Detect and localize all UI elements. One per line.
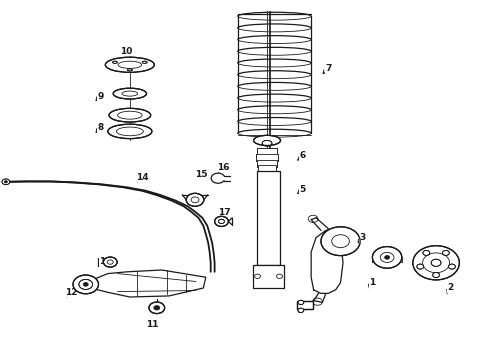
Text: 8: 8 [98,123,103,132]
Circle shape [448,264,455,269]
Text: 5: 5 [300,184,306,194]
Circle shape [321,227,360,256]
Ellipse shape [109,108,151,122]
Circle shape [423,250,430,255]
Ellipse shape [238,107,311,113]
Text: 1: 1 [369,278,375,287]
Ellipse shape [108,124,152,139]
Bar [297,301,313,309]
Ellipse shape [385,256,390,259]
Circle shape [73,275,98,294]
Bar [258,165,276,172]
Ellipse shape [413,246,460,280]
Circle shape [186,193,204,206]
Circle shape [154,306,160,310]
Ellipse shape [372,247,402,268]
Ellipse shape [113,88,147,99]
Ellipse shape [113,61,118,63]
Polygon shape [86,270,206,297]
Ellipse shape [254,135,281,145]
Text: 11: 11 [146,320,158,329]
Text: 4: 4 [300,302,307,311]
Text: 13: 13 [99,256,112,265]
Ellipse shape [238,130,311,136]
Bar [256,154,278,161]
Ellipse shape [238,36,311,43]
Ellipse shape [238,60,311,66]
Circle shape [433,273,440,278]
Text: 15: 15 [195,170,207,179]
Circle shape [298,300,304,305]
Circle shape [219,219,224,224]
Ellipse shape [238,13,311,19]
Ellipse shape [238,83,311,90]
Circle shape [103,257,117,267]
Ellipse shape [105,57,154,72]
Circle shape [298,308,304,312]
Circle shape [215,216,228,226]
Bar [257,148,277,155]
Ellipse shape [431,259,441,266]
Ellipse shape [238,25,311,31]
Bar [257,171,280,265]
Text: 17: 17 [218,208,231,217]
Circle shape [83,283,88,286]
Bar [297,301,313,309]
Circle shape [149,302,165,314]
Bar [253,265,284,288]
Ellipse shape [142,61,147,63]
Ellipse shape [238,48,311,54]
Circle shape [417,264,424,269]
Text: 2: 2 [448,284,454,292]
Text: 7: 7 [325,64,332,73]
Circle shape [442,250,449,255]
Ellipse shape [238,118,311,125]
Ellipse shape [127,69,132,71]
Text: 10: 10 [120,46,133,55]
Ellipse shape [262,140,272,146]
Circle shape [4,181,7,183]
Polygon shape [311,229,343,293]
Circle shape [2,179,10,185]
Bar [257,160,277,167]
Text: 14: 14 [136,173,148,181]
Text: 16: 16 [217,163,229,172]
Ellipse shape [238,72,311,78]
Text: 9: 9 [97,91,104,100]
Ellipse shape [238,95,311,101]
Text: 6: 6 [300,152,306,161]
Text: 12: 12 [65,288,77,297]
Text: 3: 3 [360,233,366,242]
Circle shape [79,279,93,289]
